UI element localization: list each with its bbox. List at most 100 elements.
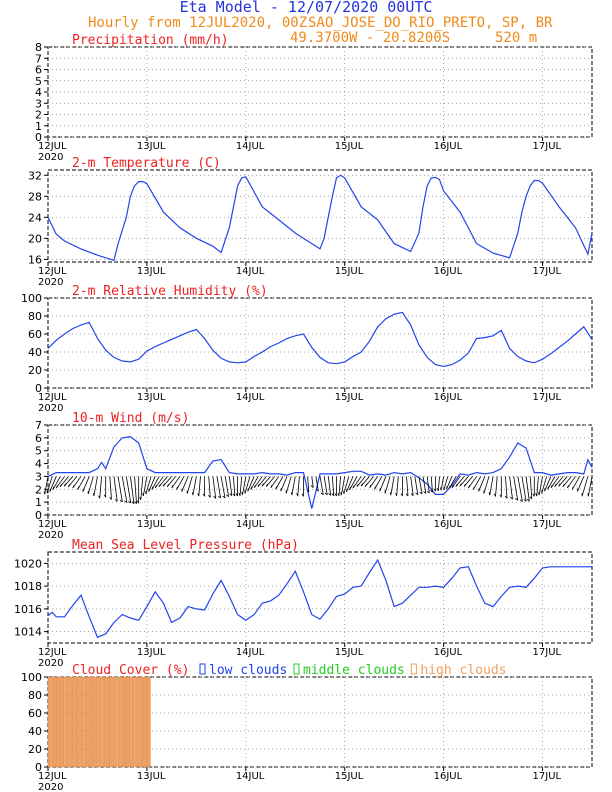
wind-arrow [148, 476, 156, 492]
wind-barbs [43, 476, 593, 505]
x-tick-label: 15JUL [335, 519, 364, 530]
wind-arrow [130, 476, 135, 504]
year-label: 2020 [38, 277, 63, 288]
wind-arrow-head [331, 493, 335, 497]
y-tick-label: 100 [21, 292, 42, 305]
x-tick-label: 14JUL [236, 266, 265, 277]
wind-arrow-head [423, 491, 427, 494]
y-tick-label: 0 [35, 509, 42, 522]
wind-arrow [109, 476, 112, 500]
wind-arrow-head [400, 493, 403, 497]
y-tick-label: 0 [35, 761, 42, 774]
wind-arrow [414, 476, 419, 495]
wind-arrow [99, 476, 102, 499]
wind-arrow [68, 476, 78, 488]
wind-arrow-head [136, 500, 140, 504]
y-tick-label: 0 [35, 382, 42, 395]
cloud-bar [117, 676, 122, 768]
wind-arrow-head [213, 495, 216, 499]
chart-title: Eta Model - 12/07/2020 00UTC [180, 0, 433, 16]
wind-arrow-head [92, 492, 95, 497]
panel-frame [47, 424, 593, 516]
wind-arrow [212, 476, 217, 499]
wind-arrow [275, 476, 284, 490]
cloud-bar [64, 676, 69, 768]
wind-arrow [291, 476, 296, 496]
wind-arrow-head [535, 493, 538, 497]
cloud-bar [122, 676, 126, 768]
wind-arrow [473, 476, 482, 490]
wind-arrow-head [334, 493, 337, 497]
wind-arrow-head [232, 493, 236, 497]
cloud-bar [113, 676, 118, 768]
wind-arrow [483, 476, 490, 494]
wind-arrow-head [352, 485, 355, 489]
wind-arrow [346, 476, 354, 493]
wind-arrow-head [59, 483, 62, 487]
panel-frame [47, 169, 593, 263]
wind-arrow [443, 476, 449, 491]
wind-arrow [343, 476, 350, 494]
wind-arrow [562, 476, 572, 488]
wind-arrow [406, 476, 409, 497]
wind-arrow-head [587, 493, 589, 497]
coordinates-label: 49.3700W - 20.8200S [290, 30, 450, 46]
wind-arrow [446, 476, 453, 490]
wind-arrow [72, 476, 82, 489]
wind-arrow-head [558, 483, 561, 487]
y-tick-label: 1 [35, 496, 42, 509]
x-tick-label: 16JUL [434, 519, 463, 530]
wind-arrow [374, 476, 383, 490]
wind-arrow-head [415, 492, 419, 496]
wind-arrow-head [72, 485, 75, 489]
wind-arrow [379, 476, 387, 492]
x-tick-label: 13JUL [137, 141, 166, 152]
wind-arrow [52, 476, 61, 490]
wind-arrow [509, 476, 513, 500]
wind-arrow-head [337, 492, 340, 497]
wind-arrow-head [310, 485, 314, 488]
wind-arrow-head [510, 496, 513, 500]
legend-swatch [199, 663, 206, 675]
wind-arrow-head [139, 496, 142, 501]
wind-arrow [489, 476, 494, 496]
y-tick-label: 20 [28, 364, 42, 377]
series-line [47, 174, 593, 262]
panel-frame [47, 297, 593, 389]
wind-arrow-head [523, 499, 527, 502]
cloud-bar [142, 676, 147, 768]
wind-arrow-head [320, 492, 324, 496]
wind-arrow [154, 476, 164, 489]
wind-arrow [430, 476, 433, 493]
wind-arrow-head [426, 490, 430, 494]
cloud-bar [47, 676, 52, 768]
wind-arrow [239, 476, 243, 496]
y-tick-label: 1020 [14, 557, 42, 570]
y-tick-label: 1018 [14, 580, 42, 593]
wind-arrow [145, 476, 152, 495]
elevation-label: 520 m [495, 30, 537, 46]
series-line [47, 435, 593, 509]
wind-arrow [93, 476, 98, 497]
x-tick-label: 12JUL [38, 266, 67, 277]
wind-arrow [247, 476, 255, 492]
y-tick-label: 28 [28, 190, 42, 203]
wind-arrow [554, 476, 564, 487]
wind-arrow-head [226, 494, 229, 498]
wind-arrow-head [296, 493, 299, 497]
x-tick-label: 16JUL [434, 771, 463, 782]
cloud-bar [109, 676, 114, 768]
location-label: SAO_JOSE_DO_RIO_PRETO, SP, BR [308, 15, 553, 31]
cloud-bar [89, 676, 93, 768]
wind-arrow [517, 476, 523, 502]
wind-arrow-head [360, 483, 363, 487]
wind-arrow-head [241, 491, 243, 495]
y-tick-label: 7 [35, 419, 42, 432]
wind-arrow-head [494, 493, 496, 497]
y-tick-label: 5 [35, 445, 42, 458]
wind-arrow-head [114, 499, 118, 502]
wind-arrow-head [349, 486, 351, 490]
wind-arrow [478, 476, 486, 492]
